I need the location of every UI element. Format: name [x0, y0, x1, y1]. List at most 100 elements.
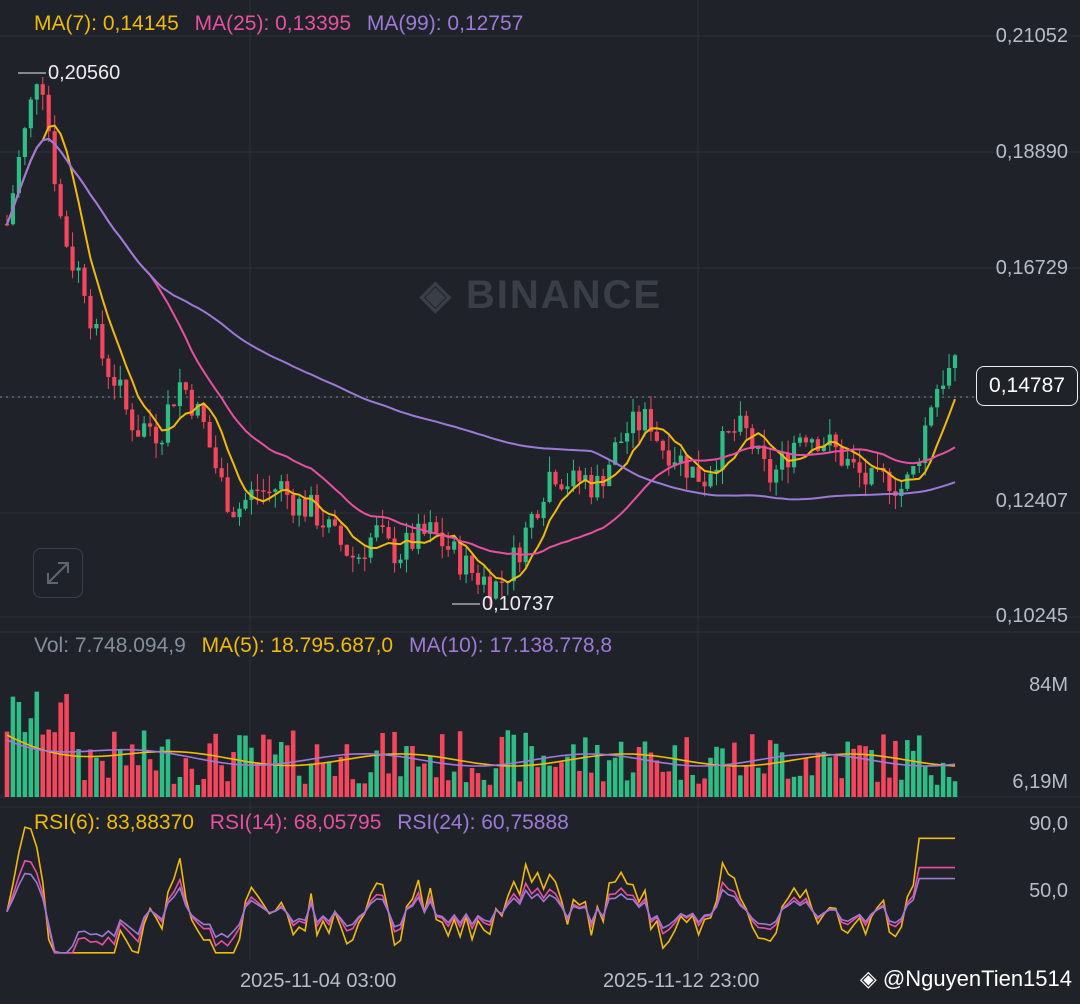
candle-body	[475, 572, 481, 585]
candle-body	[344, 544, 349, 556]
candle-body	[583, 475, 588, 482]
volume-bar	[726, 767, 731, 797]
volume-bar	[118, 749, 123, 797]
candle-body	[630, 411, 636, 434]
volume-bar	[702, 778, 707, 797]
volume-bar	[88, 749, 93, 797]
candle-body	[541, 501, 546, 519]
candle-body	[380, 525, 385, 528]
watermark: ◈ BINANCE	[420, 273, 663, 317]
markers	[18, 72, 480, 605]
volume-bar	[302, 783, 308, 797]
volume-bar	[332, 776, 338, 797]
volume-bar	[94, 757, 99, 797]
volume-bar	[82, 780, 87, 797]
volume-bar	[398, 776, 403, 797]
volume-bar	[487, 784, 493, 797]
volume-bar	[356, 783, 362, 797]
candle-body	[195, 403, 200, 416]
binance-logo-icon: ◈	[859, 966, 883, 991]
volume-bar	[755, 767, 761, 797]
volume-bar	[243, 735, 248, 797]
candle-body	[356, 557, 361, 559]
volume-bar	[284, 745, 290, 797]
volume-bar	[410, 746, 415, 797]
candle-body	[768, 459, 773, 483]
volume-bar	[535, 767, 540, 797]
volume-bar	[779, 752, 785, 797]
candle-body	[923, 425, 928, 464]
candle-body	[905, 474, 910, 489]
volume-bar	[422, 763, 427, 797]
candle-body	[714, 469, 719, 474]
candle-body	[422, 523, 427, 534]
candle-body	[762, 445, 767, 460]
candle-body	[434, 522, 439, 533]
candle-body	[803, 437, 809, 443]
candle-body	[58, 184, 63, 217]
volume-bar	[839, 778, 844, 797]
volume-bar	[135, 765, 141, 797]
candle-body	[279, 481, 284, 490]
candle-body	[398, 559, 403, 564]
candle-body	[392, 538, 397, 564]
volume-bar	[481, 779, 487, 797]
candle-body	[899, 488, 904, 496]
vol-ma5-legend: MA(5): 18.795.687,0	[201, 634, 394, 657]
candle-body	[690, 466, 695, 478]
candle-body	[935, 388, 940, 408]
candle-body	[303, 498, 308, 517]
candle-body	[559, 484, 564, 490]
candle-body	[297, 498, 302, 516]
candle-body	[607, 464, 612, 487]
volume-bar	[952, 781, 958, 797]
volume-bar	[52, 732, 57, 797]
volume-bar	[416, 766, 421, 797]
volume-bar	[177, 776, 183, 797]
candle-body	[88, 295, 93, 329]
volume-bar	[589, 772, 594, 797]
candle-body	[619, 441, 624, 444]
volume-bar	[946, 776, 952, 797]
volume-bar	[541, 755, 546, 797]
volume-bar	[833, 755, 839, 797]
volume-bar	[499, 736, 505, 797]
volume-bar	[404, 746, 409, 797]
candle-body	[750, 428, 755, 450]
candle-body	[535, 513, 540, 519]
candle-body	[821, 445, 826, 451]
volume-bar	[439, 734, 445, 797]
candle-body	[487, 576, 493, 599]
candle-body	[613, 442, 618, 465]
rsi6-line	[6, 826, 955, 954]
candle-body	[744, 415, 749, 429]
rsi6-legend: RSI(6): 83,88370	[34, 811, 194, 834]
volume-bar	[696, 783, 701, 797]
candle-body	[34, 84, 39, 100]
candle-body	[326, 519, 332, 528]
expand-button[interactable]	[33, 548, 83, 598]
volume-bar	[827, 757, 833, 797]
candle-body	[493, 581, 498, 599]
volume-bar	[165, 739, 171, 797]
volume-bar	[708, 757, 713, 797]
volume-bar	[863, 746, 868, 797]
volume-bar	[940, 762, 946, 797]
vol-tick: 6,19M	[1012, 771, 1068, 793]
volume-bar	[195, 784, 201, 797]
volume-bar	[344, 744, 350, 797]
candle-body	[201, 403, 206, 423]
volume-bar	[76, 749, 81, 797]
volume-bar	[308, 763, 314, 797]
volume-bar	[595, 744, 600, 797]
rsi24-legend: RSI(24): 60,75888	[397, 811, 569, 834]
candle-body	[237, 508, 242, 518]
vol-legend: Vol: 7.748.094,9 MA(5): 18.795.687,0 MA(…	[34, 634, 622, 658]
volume-bar	[869, 749, 874, 797]
volume-bar	[290, 730, 296, 797]
volume-bar	[893, 740, 898, 797]
candle-body	[52, 131, 57, 185]
volume-bar	[338, 756, 344, 797]
candle-body	[189, 389, 194, 416]
